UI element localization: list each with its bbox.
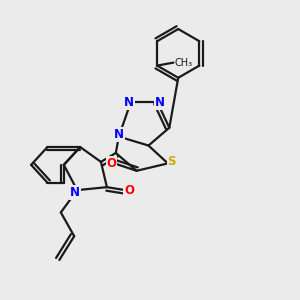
Text: CH₃: CH₃ — [175, 58, 193, 68]
Text: N: N — [124, 96, 134, 109]
Text: N: N — [70, 186, 80, 199]
Text: N: N — [114, 128, 124, 141]
Text: S: S — [167, 155, 176, 168]
Text: N: N — [155, 96, 165, 109]
Text: O: O — [124, 184, 134, 196]
Text: O: O — [106, 157, 116, 170]
